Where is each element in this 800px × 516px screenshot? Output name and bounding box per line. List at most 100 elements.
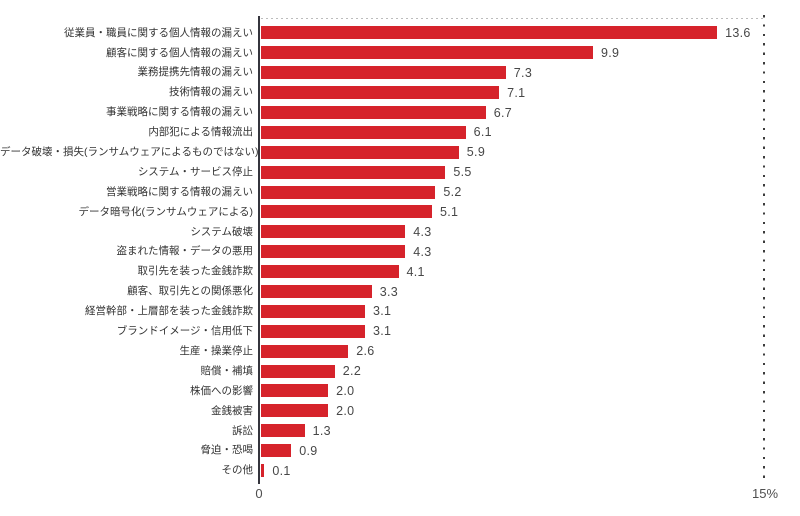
value-label: 5.1 [440,204,459,219]
bar [261,304,365,318]
bar-area: 0.9 [261,444,317,458]
value-label: 7.3 [513,65,533,80]
category-label: 脅迫・恐喝 [200,444,254,457]
bar [261,265,399,279]
bar-row: 訴訟 1.3 [0,421,800,441]
value-label: 0.9 [299,443,318,458]
category-label: 内部犯による情報流出 [148,126,253,139]
plot-top-dotted-border [261,18,764,19]
bar-row: システム破壊 4.3 [0,222,800,242]
x-axis-tick-zero: 0 [255,486,263,501]
bar-row: 賠償・補填 2.2 [0,361,800,381]
bar-row: 取引先を装った金銭詐欺 4.1 [0,262,800,282]
value-label: 9.9 [601,45,620,60]
bar-area: 13.6 [261,26,751,40]
bar-row: 株価への影響 2.0 [0,381,800,401]
bar-area: 1.3 [261,424,331,438]
bar-area: 5.5 [261,165,472,179]
category-label: 従業員・職員に関する個人情報の漏えい [64,26,253,39]
category-label: 生産・操業停止 [179,344,254,357]
value-label: 5.9 [466,145,486,160]
bar-area: 4.3 [261,225,431,239]
bar-row: 業務提携先情報の漏えい 7.3 [0,63,800,83]
value-label: 2.6 [356,344,375,359]
bar [261,46,593,60]
bar [261,106,486,119]
bar [261,324,365,338]
category-label: 事業戦略に関する情報の漏えい [106,106,253,119]
bar-area: 3.1 [261,304,391,318]
bar-row: 脅迫・恐喝 0.9 [0,441,800,461]
bar [261,464,265,478]
bar-row: 顧客に関する個人情報の漏えい 9.9 [0,43,800,63]
value-label: 3.1 [373,324,392,339]
bar-area: 2.2 [261,364,361,378]
bar-area: 4.1 [261,265,425,279]
bar [261,66,506,80]
bar-row: 顧客、取引先との関係悪化 3.3 [0,282,800,302]
bar-area: 2.6 [261,344,374,358]
value-label: 4.3 [413,224,432,239]
value-label: 7.1 [507,85,526,100]
category-label: 取引先を装った金銭詐欺 [137,265,254,278]
value-label: 4.3 [413,244,432,259]
bar [261,125,466,139]
bar-row: ブランドイメージ・信用低下 3.1 [0,321,800,341]
category-label: データ暗号化(ランサムウェアによる) [78,205,253,218]
bar-area: 3.1 [261,324,391,338]
bar-rows: 従業員・職員に関する個人情報の漏えい 13.6 顧客に関する個人情報の漏えい 9.9 業… [0,23,800,480]
category-label: 営業戦略に関する情報の漏えい [106,185,253,198]
bar-area: 6.1 [261,125,492,139]
bar-area: 6.7 [261,106,512,120]
bar [261,26,718,40]
bar [261,225,406,239]
category-label: 賠償・補填 [200,364,254,377]
bar [261,205,432,219]
bar-row: データ暗号化(ランサムウェアによる) 5.1 [0,202,800,222]
y-axis-line [258,16,260,484]
bar-area: 5.2 [261,185,462,199]
bar-area: 7.3 [261,66,532,80]
value-label: 2.0 [336,403,355,418]
category-label: 業務提携先情報の漏えい [137,66,254,79]
category-label: 顧客、取引先との関係悪化 [127,285,253,298]
bar-row: 金銭被害 2.0 [0,401,800,421]
bar-row: 営業戦略に関する情報の漏えい 5.2 [0,182,800,202]
bar-row: 内部犯による情報流出 6.1 [0,122,800,142]
bar [261,86,500,100]
value-label: 6.1 [473,125,492,140]
bar-row: 従業員・職員に関する個人情報の漏えい 13.6 [0,23,800,43]
bar-row: 盗まれた情報・データの悪用 4.3 [0,242,800,262]
category-label: 訴訟 [232,424,253,437]
bar-area: 0.1 [261,464,291,478]
bar-area: 9.9 [261,46,619,60]
category-label: システム破壊 [190,225,253,238]
category-label: ブランドイメージ・信用低下 [116,325,253,338]
value-label: 2.2 [342,364,362,379]
value-label: 3.1 [373,304,392,319]
value-label: 2.0 [336,383,355,398]
value-label: 13.6 [725,25,751,40]
bar [261,444,292,458]
value-label: 3.3 [379,284,398,299]
bar [261,185,436,199]
bar [261,404,329,418]
bar-row: 事業戦略に関する情報の漏えい 6.7 [0,103,800,123]
bar-row: 技術情報の漏えい 7.1 [0,83,800,103]
bar-row: 生産・操業停止 2.6 [0,341,800,361]
bar [261,344,349,358]
bar-row: データ破壊・損失(ランサムウェアによるものではない) 5.9 [0,142,800,162]
bar-row: 経営幹部・上層部を装った金銭詐欺 3.1 [0,301,800,321]
bar [261,364,335,378]
category-label: 株価への影響 [190,384,253,397]
category-label: 盗まれた情報・データの悪用 [116,245,254,258]
category-label: 技術情報の漏えい [169,86,253,99]
x-axis-tick-max: 15% [751,486,779,501]
bar [261,145,459,159]
bar-area: 4.3 [261,245,431,259]
category-label: 経営幹部・上層部を装った金銭詐欺 [85,305,253,318]
value-label: 1.3 [312,423,331,438]
bar-area: 2.0 [261,404,354,418]
bar [261,285,372,299]
bar-area: 2.0 [261,384,354,398]
